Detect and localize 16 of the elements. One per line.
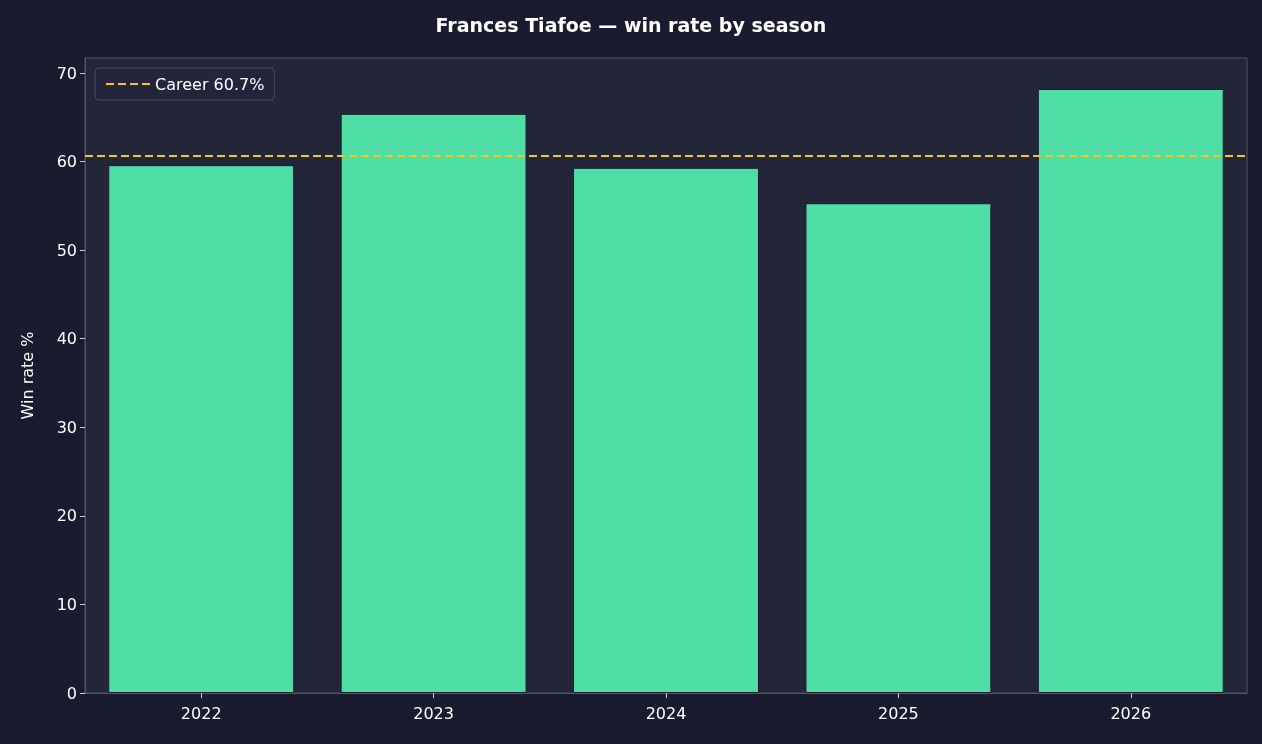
y-tick-label: 20 <box>56 506 77 526</box>
y-tick-label: 40 <box>56 329 77 349</box>
y-tick-label: 60 <box>56 152 77 172</box>
x-tick-label: 2022 <box>180 703 222 723</box>
y-tick-label: 0 <box>66 683 77 703</box>
y-tick-label: 10 <box>56 594 77 614</box>
x-tick-label: 2026 <box>1110 703 1152 723</box>
x-tick-label: 2023 <box>413 703 454 723</box>
x-tick-label: 2024 <box>645 703 687 723</box>
x-tick-label: 2025 <box>878 703 919 723</box>
y-tick-label: 50 <box>56 240 77 260</box>
y-axis-title: Win rate % <box>17 331 37 420</box>
chart-title: Frances Tiafoe — win rate by season <box>435 13 827 36</box>
legend-label: Career 60.7% <box>155 74 265 94</box>
y-tick-label: 70 <box>56 63 77 83</box>
y-tick-label: 30 <box>56 417 77 437</box>
